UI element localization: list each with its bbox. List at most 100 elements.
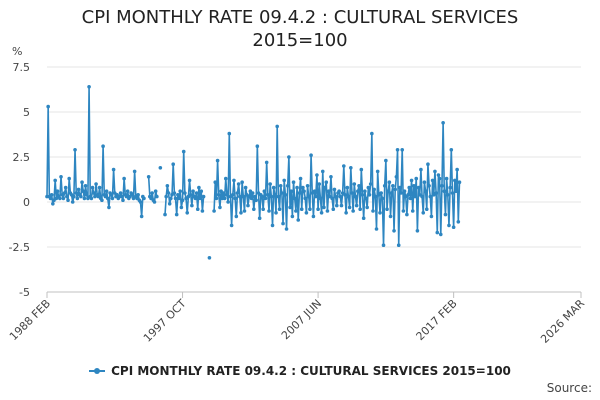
data-point[interactable] [370, 131, 374, 136]
data-point[interactable] [261, 207, 265, 211]
data-point[interactable] [130, 193, 135, 197]
data-point[interactable] [243, 185, 248, 190]
data-point[interactable] [232, 178, 236, 183]
data-point[interactable] [291, 180, 296, 184]
data-point[interactable] [339, 203, 344, 208]
data-point[interactable] [53, 178, 57, 183]
data-point[interactable] [303, 196, 308, 201]
data-point[interactable] [363, 189, 367, 193]
data-point[interactable] [174, 212, 179, 217]
data-point[interactable] [317, 182, 322, 186]
data-point[interactable] [198, 196, 202, 201]
data-point[interactable] [73, 148, 77, 152]
data-point[interactable] [342, 164, 346, 168]
data-point[interactable] [359, 167, 364, 172]
data-point[interactable] [282, 178, 287, 183]
data-point[interactable] [285, 184, 290, 188]
data-point[interactable] [365, 205, 369, 210]
data-point[interactable] [152, 200, 157, 204]
data-point[interactable] [406, 193, 410, 197]
data-point[interactable] [269, 194, 274, 199]
data-point[interactable] [299, 207, 304, 211]
data-point[interactable] [319, 211, 324, 215]
legend[interactable]: CPI MONTHLY RATE 09.4.2 : CULTURAL SERVI… [0, 364, 600, 378]
data-point[interactable] [59, 175, 63, 179]
data-point[interactable] [222, 196, 227, 201]
data-point[interactable] [430, 178, 435, 183]
data-point[interactable] [378, 211, 382, 215]
data-point[interactable] [214, 196, 219, 201]
data-point[interactable] [353, 194, 358, 199]
data-point[interactable] [400, 148, 405, 152]
data-point[interactable] [379, 191, 383, 195]
data-point[interactable] [384, 158, 388, 163]
data-point[interactable] [351, 209, 355, 213]
data-point[interactable] [67, 176, 71, 181]
data-point[interactable] [105, 196, 110, 201]
data-point[interactable] [55, 189, 60, 193]
data-point[interactable] [322, 205, 326, 210]
data-point[interactable] [70, 200, 75, 204]
data-point[interactable] [234, 214, 239, 219]
data-point[interactable] [100, 198, 104, 202]
data-point[interactable] [455, 167, 459, 172]
data-point[interactable] [72, 194, 76, 199]
data-point[interactable] [83, 184, 88, 188]
data-point[interactable] [277, 207, 282, 211]
data-point[interactable] [176, 193, 180, 197]
data-point[interactable] [142, 196, 146, 201]
data-point[interactable] [195, 207, 200, 211]
data-point[interactable] [132, 169, 137, 174]
data-point[interactable] [312, 189, 317, 193]
data-point[interactable] [216, 193, 221, 197]
data-point[interactable] [181, 149, 186, 154]
data-point[interactable] [82, 196, 87, 201]
data-point[interactable] [294, 209, 298, 213]
data-point[interactable] [249, 196, 254, 201]
data-point[interactable] [428, 194, 433, 199]
data-point[interactable] [394, 175, 399, 179]
data-point[interactable] [79, 194, 83, 199]
data-point[interactable] [352, 182, 357, 186]
data-point[interactable] [221, 191, 226, 195]
data-point[interactable] [457, 180, 462, 184]
data-point[interactable] [445, 193, 450, 197]
data-point[interactable] [191, 189, 195, 193]
data-point[interactable] [289, 189, 294, 193]
data-point[interactable] [419, 167, 423, 172]
data-point[interactable] [392, 229, 396, 233]
data-point[interactable] [346, 194, 351, 199]
data-point[interactable] [240, 180, 244, 184]
data-point[interactable] [416, 185, 421, 190]
data-point[interactable] [305, 184, 310, 188]
data-point[interactable] [136, 193, 140, 197]
data-point[interactable] [451, 225, 456, 229]
data-point[interactable] [395, 148, 400, 152]
data-point[interactable] [101, 144, 105, 148]
data-point[interactable] [233, 196, 237, 201]
data-point[interactable] [58, 196, 62, 201]
data-point[interactable] [139, 214, 144, 219]
data-point[interactable] [94, 182, 98, 186]
data-point[interactable] [75, 196, 80, 201]
data-point[interactable] [215, 158, 220, 163]
data-point[interactable] [422, 180, 427, 184]
data-point[interactable] [155, 194, 159, 199]
data-point[interactable] [356, 189, 360, 193]
data-point[interactable] [275, 124, 279, 129]
data-point[interactable] [325, 209, 330, 213]
data-point[interactable] [213, 180, 218, 184]
data-point[interactable] [334, 203, 339, 208]
data-point[interactable] [316, 207, 320, 211]
data-point[interactable] [278, 184, 283, 188]
data-point[interactable] [178, 189, 183, 193]
data-point[interactable] [375, 169, 380, 174]
data-point[interactable] [402, 189, 407, 193]
data-point[interactable] [125, 189, 130, 193]
data-point[interactable] [344, 211, 348, 215]
data-point[interactable] [388, 214, 393, 219]
data-point[interactable] [423, 189, 428, 193]
data-point[interactable] [349, 166, 353, 170]
data-point[interactable] [306, 194, 311, 199]
data-point[interactable] [235, 191, 240, 195]
